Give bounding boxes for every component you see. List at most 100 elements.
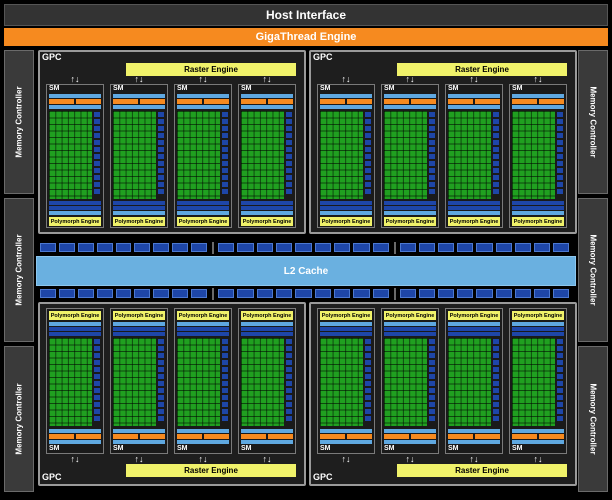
sfu-unit <box>94 182 100 187</box>
sfu-unit <box>365 133 371 138</box>
warp-scheduler <box>320 99 345 104</box>
warp-scheduler <box>320 434 345 439</box>
sm-label: SM <box>448 445 459 452</box>
sfu-unit <box>94 416 100 421</box>
data-arrows: ↑↓ <box>70 74 80 84</box>
l2-cache-slice <box>400 289 417 298</box>
sfu-unit <box>286 367 292 372</box>
sfu-unit <box>286 161 292 166</box>
sfu-unit <box>557 168 563 173</box>
l2-cache-slice <box>400 243 417 252</box>
data-arrows: ↑↓ <box>405 454 415 464</box>
sfu-unit <box>286 175 292 180</box>
sfu-unit <box>429 182 435 187</box>
cache-divider <box>394 288 396 300</box>
l2-cache-slice <box>153 243 170 252</box>
sfu-unit <box>365 402 371 407</box>
sm-label: SM <box>113 85 124 92</box>
sfu-unit <box>493 133 499 138</box>
shared-memory <box>177 322 229 326</box>
sfu-unit <box>429 189 435 194</box>
texture-units <box>49 327 101 331</box>
load-store-units <box>512 201 564 205</box>
sfu-unit <box>365 140 371 145</box>
sfu-unit <box>158 147 164 152</box>
l2-cache-slice <box>419 243 436 252</box>
sfu-unit <box>557 360 563 365</box>
sfu-unit <box>158 154 164 159</box>
l2-cache-slice <box>276 243 293 252</box>
polymorph-engine: Polymorph Engine <box>320 217 372 226</box>
sfu-unit <box>286 140 292 145</box>
cuda-core-grid <box>177 338 220 426</box>
cuda-core-grid <box>49 111 92 199</box>
sfu-unit <box>222 126 228 131</box>
sfu-unit <box>429 381 435 386</box>
sfu-unit <box>493 175 499 180</box>
sfu-unit <box>158 339 164 344</box>
sm-label: SM <box>512 85 523 92</box>
sfu-unit <box>365 416 371 421</box>
sfu-unit <box>557 119 563 124</box>
sfu-unit <box>94 374 100 379</box>
sfu-unit <box>158 346 164 351</box>
cache-divider <box>212 242 214 254</box>
sfu-unit <box>286 154 292 159</box>
data-arrows: ↑↓ <box>469 454 479 464</box>
instruction-cache <box>49 94 101 98</box>
l2-cache-slice <box>77 243 94 252</box>
memory-controller-label: Memory Controller <box>588 383 598 455</box>
polymorph-engine: Polymorph Engine <box>49 217 101 226</box>
texture-units <box>448 206 500 210</box>
warp-scheduler <box>241 99 266 104</box>
sfu-unit <box>493 126 499 131</box>
register-file <box>49 429 101 433</box>
shared-memory <box>241 211 293 215</box>
sfu-unit <box>365 182 371 187</box>
sfu-unit <box>286 346 292 351</box>
sfu-unit <box>158 367 164 372</box>
sfu-unit <box>158 388 164 393</box>
register-file <box>320 105 372 109</box>
sfu-unit <box>286 119 292 124</box>
sfu-unit <box>94 175 100 180</box>
sfu-unit <box>365 168 371 173</box>
load-store-units <box>320 332 372 336</box>
shared-memory <box>113 322 165 326</box>
sfu-unit <box>493 339 499 344</box>
sfu-unit <box>365 339 371 344</box>
sfu-unit <box>429 133 435 138</box>
l2-cache-slice <box>533 289 550 298</box>
memory-controller-label: Memory Controller <box>588 234 598 306</box>
memory-controller-right-top: Memory Controller <box>578 50 608 194</box>
l2-cache-label: L2 Cache <box>283 265 329 277</box>
sfu-unit <box>94 381 100 386</box>
sfu-unit <box>557 112 563 117</box>
polymorph-engine: Polymorph Engine <box>49 311 101 320</box>
l2-cache-slice <box>96 243 113 252</box>
sfu-unit <box>222 119 228 124</box>
sfu-unit <box>493 154 499 159</box>
l2-cache-slice <box>334 243 351 252</box>
sfu-unit <box>365 360 371 365</box>
register-file <box>512 105 564 109</box>
l2-cache-slice <box>457 243 474 252</box>
instruction-cache <box>512 440 564 444</box>
l2-cache-slice <box>77 289 94 298</box>
l2-cache-slice <box>476 243 493 252</box>
sfu-unit <box>286 416 292 421</box>
texture-units <box>384 327 436 331</box>
l2-cache-slice <box>191 289 207 298</box>
sfu-unit <box>158 402 164 407</box>
gpc-label: GPC <box>313 52 333 62</box>
sfu-unit <box>94 409 100 414</box>
sfu-unit <box>222 360 228 365</box>
sfu-unit <box>365 367 371 372</box>
sfu-unit <box>158 189 164 194</box>
sfu-unit <box>557 367 563 372</box>
polymorph-engine: Polymorph Engine <box>512 217 564 226</box>
data-arrows: ↑↓ <box>134 74 144 84</box>
sfu-unit <box>365 112 371 117</box>
host-interface: Host Interface <box>4 4 608 26</box>
l2-cache: L2 Cache <box>36 256 576 286</box>
